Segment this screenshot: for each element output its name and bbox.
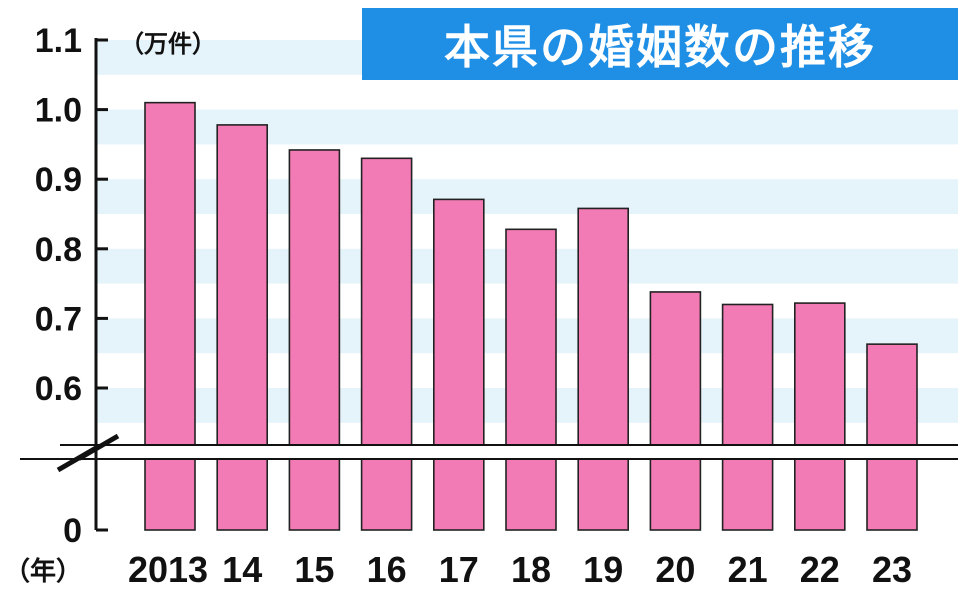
y-axis-unit: （万件）: [120, 30, 216, 58]
y-tick-label: 0.9: [35, 161, 82, 199]
bar: [866, 343, 918, 531]
bar: [721, 303, 774, 531]
x-tick-label: 23: [872, 549, 912, 590]
bar: [432, 198, 485, 531]
x-tick-label: 2013: [128, 549, 208, 590]
y-tick-label: 0.7: [35, 300, 82, 338]
bar: [649, 291, 702, 531]
y-tick-label: 0.6: [35, 370, 82, 408]
axis-break-zigzag: [56, 433, 120, 473]
bar: [216, 124, 268, 531]
chart-title: 本県の婚姻数の推移: [444, 20, 876, 74]
y-tick-label: 0: [63, 512, 82, 550]
x-tick-label: 17: [439, 549, 479, 590]
bar: [793, 302, 846, 531]
x-tick-label: 15: [294, 549, 334, 590]
x-tick-label: 20: [655, 549, 695, 590]
chart-title-box: 本県の婚姻数の推移: [362, 8, 958, 80]
x-tick-label: 19: [583, 549, 623, 590]
bar: [144, 101, 196, 531]
y-tick-label: 1.0: [35, 92, 82, 130]
y-tick-label: 1.1: [35, 22, 82, 60]
bar: [360, 157, 413, 531]
axis-break-gap: [56, 445, 960, 459]
x-tick-label: 14: [222, 549, 262, 590]
bar: [288, 149, 341, 531]
x-tick-label: 16: [367, 549, 407, 590]
x-axis-unit: （年）: [4, 556, 82, 587]
y-tick-label: 0.8: [35, 231, 82, 269]
bar: [577, 207, 630, 531]
x-tick-label: 18: [511, 549, 551, 590]
bar: [505, 228, 557, 531]
x-tick-label: 21: [728, 549, 768, 590]
x-tick-label: 22: [800, 549, 840, 590]
